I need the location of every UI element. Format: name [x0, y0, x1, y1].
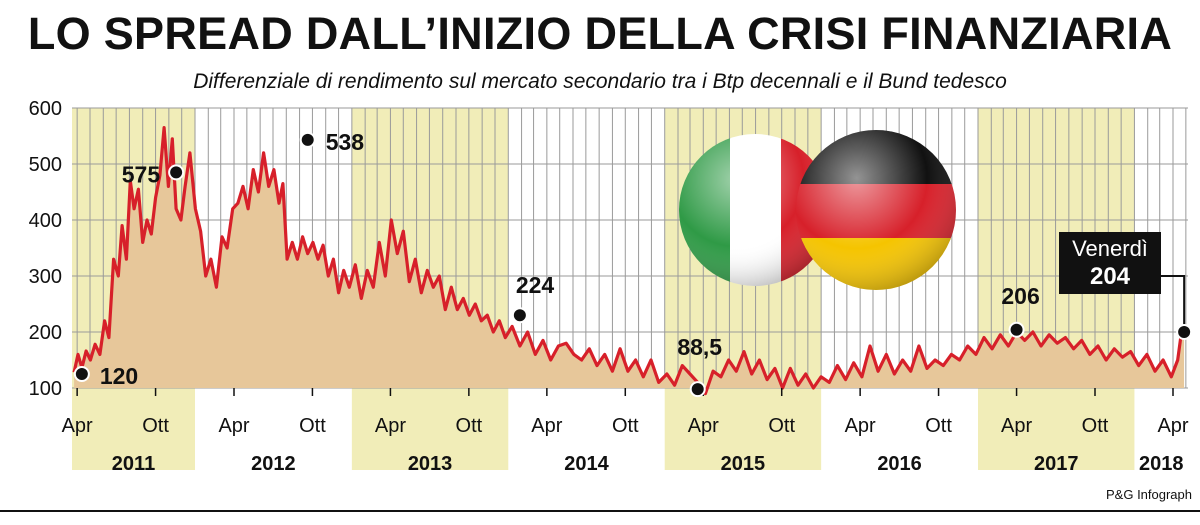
annotation-dot	[1176, 324, 1193, 340]
x-tick-label: Apr	[1157, 415, 1188, 437]
year-label: 2014	[564, 453, 609, 475]
annotation-dot	[73, 366, 90, 382]
x-tick-label: Apr	[375, 415, 406, 437]
year-label: 2015	[721, 453, 766, 475]
italy-flag-shine	[679, 134, 831, 286]
x-tick-label: Ott	[768, 415, 795, 437]
x-tick-label: Ott	[925, 415, 952, 437]
x-tick-label: Ott	[299, 415, 326, 437]
x-tick-label: Apr	[218, 415, 249, 437]
y-tick-label: 300	[29, 266, 62, 288]
spread-line	[72, 126, 1186, 396]
annotation-label: 224	[516, 272, 555, 298]
germany-flag-shine	[796, 130, 956, 290]
callout-leader	[1161, 275, 1186, 326]
year-label: 2016	[877, 453, 922, 475]
annotation-label: 88,5	[677, 334, 722, 360]
x-tick-label: Ott	[142, 415, 169, 437]
chart-title: LO SPREAD DALL’INIZIO DELLA CRISI FINANZ…	[27, 8, 1173, 59]
x-tick-label: Apr	[62, 415, 93, 437]
x-tick-label: Apr	[845, 415, 876, 437]
y-tick-label: 100	[29, 378, 62, 400]
annotation-dot	[689, 381, 706, 398]
spread-area	[74, 127, 1185, 394]
year-label: 2017	[1034, 453, 1079, 475]
year-label: 2018	[1139, 453, 1184, 475]
annotation-dot	[168, 164, 185, 181]
callout-box	[1059, 232, 1161, 294]
annotation-label: 120	[100, 363, 138, 389]
callout-label: Venerdì	[1072, 236, 1148, 261]
y-tick-label: 400	[29, 210, 62, 232]
x-tick-label: Ott	[612, 415, 639, 437]
x-tick-label: Ott	[1082, 415, 1109, 437]
annotation-label: 575	[122, 161, 161, 187]
annotation-label: 538	[326, 129, 365, 155]
callout-value: 204	[1090, 263, 1131, 290]
year-label: 2012	[251, 453, 296, 475]
chart-subtitle: Differenziale di rendimento sul mercato …	[193, 70, 1007, 93]
credit-text: P&G Infograph	[1106, 487, 1192, 502]
y-tick-label: 500	[29, 154, 62, 176]
annotation-dot	[299, 131, 316, 148]
annotation-label: 206	[1001, 283, 1039, 309]
x-tick-label: Ott	[456, 415, 483, 437]
x-tick-label: Apr	[688, 415, 719, 437]
x-tick-label: Apr	[1001, 415, 1032, 437]
year-label: 2011	[112, 453, 155, 475]
annotation-dot	[1008, 321, 1025, 338]
year-label: 2013	[408, 453, 453, 475]
annotation-dot	[511, 307, 528, 324]
x-tick-label: Apr	[531, 415, 562, 437]
y-tick-label: 600	[29, 98, 62, 120]
bottom-rule	[0, 510, 1200, 512]
y-tick-label: 200	[29, 322, 62, 344]
